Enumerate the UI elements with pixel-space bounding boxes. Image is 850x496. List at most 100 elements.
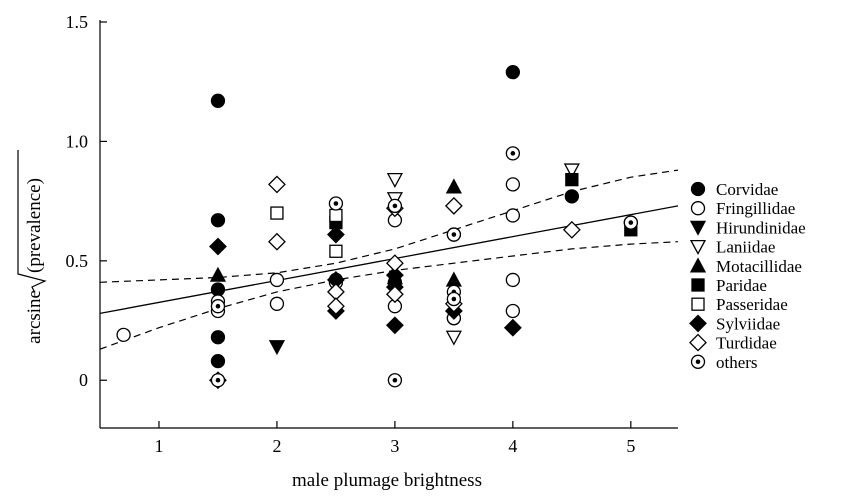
legend-item-passeridae: Passeridae (691, 295, 788, 314)
data-point-turdidae (385, 254, 404, 273)
data-point-fringillidae (269, 296, 285, 311)
data-point-others (387, 198, 403, 214)
legend-label: Passeridae (716, 295, 788, 314)
x-tick-label: 5 (626, 436, 635, 456)
data-point-laniidae (563, 163, 580, 179)
series-hirundinidae (268, 340, 286, 356)
data-point-corvidae (210, 353, 226, 369)
x-tick-label: 1 (154, 436, 163, 456)
data-point-sylviidae (326, 225, 345, 244)
legend-item-fringillidae: Fringillidae (690, 199, 795, 218)
legend-item-sylviidae: Sylviidae (689, 314, 780, 333)
y-axis: 0 0.5 1.0 1.5 (66, 12, 107, 428)
series-laniidae (386, 163, 580, 346)
data-point-others (328, 196, 344, 211)
data-point-others (210, 373, 226, 388)
legend-marker-sylviidae (689, 314, 707, 333)
data-point-laniidae (386, 172, 403, 188)
data-point-motacillidae (445, 178, 462, 194)
y-tick-label: 0.5 (66, 251, 89, 271)
data-point-motacillidae (209, 266, 227, 282)
legend-label: Sylviidae (716, 314, 780, 333)
series-sylviidae (209, 225, 522, 337)
legend-item-paridae: Paridae (691, 276, 767, 295)
legend-item-corvidae: Corvidae (690, 180, 778, 199)
x-tick-label: 3 (390, 436, 399, 456)
legend: CorvidaeFringillidaeHirundinidaeLaniidae… (689, 180, 806, 372)
legend-marker-turdidae (689, 333, 707, 352)
data-point-sylviidae (209, 237, 227, 256)
legend-label: Laniidae (716, 238, 775, 257)
legend-label: Turdidae (716, 334, 777, 353)
data-point-passeridae (270, 206, 284, 220)
legend-label: others (716, 353, 758, 372)
data-point-corvidae (505, 65, 521, 80)
data-point-others (623, 215, 638, 230)
legend-marker-hirundinidae (689, 220, 707, 236)
data-point-turdidae (326, 297, 345, 316)
data-point-others (446, 291, 462, 307)
data-point-turdidae (268, 232, 286, 251)
y-axis-label: arcsine (prevalence) (17, 150, 47, 344)
data-point-corvidae (210, 330, 226, 345)
data-point-corvidae (210, 93, 226, 108)
legend-item-laniidae: Laniidae (689, 238, 775, 257)
data-point-fringillidae (505, 177, 521, 192)
data-point-corvidae (210, 282, 226, 297)
plot-area (100, 65, 678, 390)
data-point-laniidae (445, 330, 462, 346)
x-tick-label: 2 (272, 436, 281, 456)
data-point-fringillidae (505, 208, 521, 223)
y-tick-label: 1.0 (66, 131, 89, 151)
legend-marker-passeridae (691, 297, 705, 311)
series-paridae (329, 172, 638, 237)
x-axis-label: male plumage brightness (292, 470, 482, 491)
data-point-corvidae (210, 213, 226, 228)
data-point-turdidae (268, 175, 286, 194)
regression-line (100, 205, 678, 315)
legend-label: Corvidae (716, 180, 778, 199)
y-tick-label: 0 (79, 370, 88, 390)
legend-label: Paridae (716, 276, 767, 295)
y-tick-label: 1.5 (66, 12, 89, 32)
x-tick-label: 4 (508, 436, 517, 456)
data-point-turdidae (444, 196, 463, 215)
data-point-paridae (565, 172, 579, 187)
data-point-others (210, 299, 226, 314)
series-passeridae (270, 206, 343, 258)
data-point-turdidae (385, 285, 404, 304)
y-axis-label-radicand: (prevalence) (24, 178, 45, 273)
data-point-turdidae (562, 220, 581, 239)
legend-marker-fringillidae (690, 201, 706, 216)
data-point-hirundinidae (268, 340, 286, 356)
data-point-motacillidae (445, 271, 462, 287)
data-point-others (387, 373, 403, 388)
legend-label: Fringillidae (716, 199, 795, 218)
legend-marker-others (690, 354, 706, 369)
legend-marker-corvidae (690, 181, 706, 197)
legend-marker-motacillidae (689, 257, 707, 273)
data-point-sylviidae (385, 316, 404, 335)
legend-marker-paridae (691, 278, 705, 292)
data-point-passeridae (329, 208, 343, 223)
legend-item-turdidae: Turdidae (689, 333, 777, 353)
data-point-fringillidae (116, 327, 131, 343)
legend-label: Hirundinidae (716, 218, 806, 237)
data-point-fringillidae (269, 272, 285, 288)
data-point-others (505, 146, 521, 161)
confidence-band-1 (100, 169, 678, 283)
y-axis-label-prefix: arcsine (24, 290, 45, 344)
legend-item-hirundinidae: Hirundinidae (689, 218, 806, 237)
data-point-passeridae (329, 244, 343, 258)
data-point-sylviidae (503, 318, 522, 337)
legend-item-others: others (690, 353, 758, 372)
legend-item-motacillidae: Motacillidae (689, 257, 802, 276)
legend-label: Motacillidae (716, 257, 802, 276)
data-points (116, 65, 638, 390)
data-point-corvidae (564, 189, 579, 204)
x-axis: 1 2 3 4 5 (100, 421, 678, 456)
data-point-fringillidae (505, 303, 521, 319)
series-others (210, 146, 638, 388)
data-point-others (446, 227, 462, 242)
